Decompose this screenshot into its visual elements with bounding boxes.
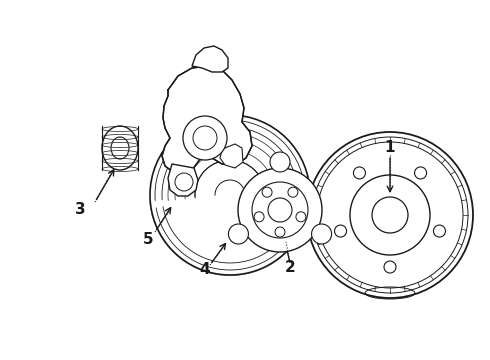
Circle shape	[312, 224, 332, 244]
Polygon shape	[168, 164, 198, 196]
Text: 3: 3	[74, 202, 85, 217]
Polygon shape	[162, 66, 252, 174]
Circle shape	[238, 168, 322, 252]
Polygon shape	[220, 144, 243, 168]
Text: 1: 1	[385, 140, 395, 156]
Text: 2: 2	[285, 261, 295, 275]
Text: 4: 4	[200, 262, 210, 278]
Circle shape	[183, 116, 227, 160]
Text: 5: 5	[143, 233, 153, 248]
Circle shape	[270, 152, 290, 172]
Polygon shape	[150, 181, 310, 275]
Polygon shape	[192, 46, 228, 72]
Circle shape	[175, 173, 193, 191]
Circle shape	[228, 224, 248, 244]
